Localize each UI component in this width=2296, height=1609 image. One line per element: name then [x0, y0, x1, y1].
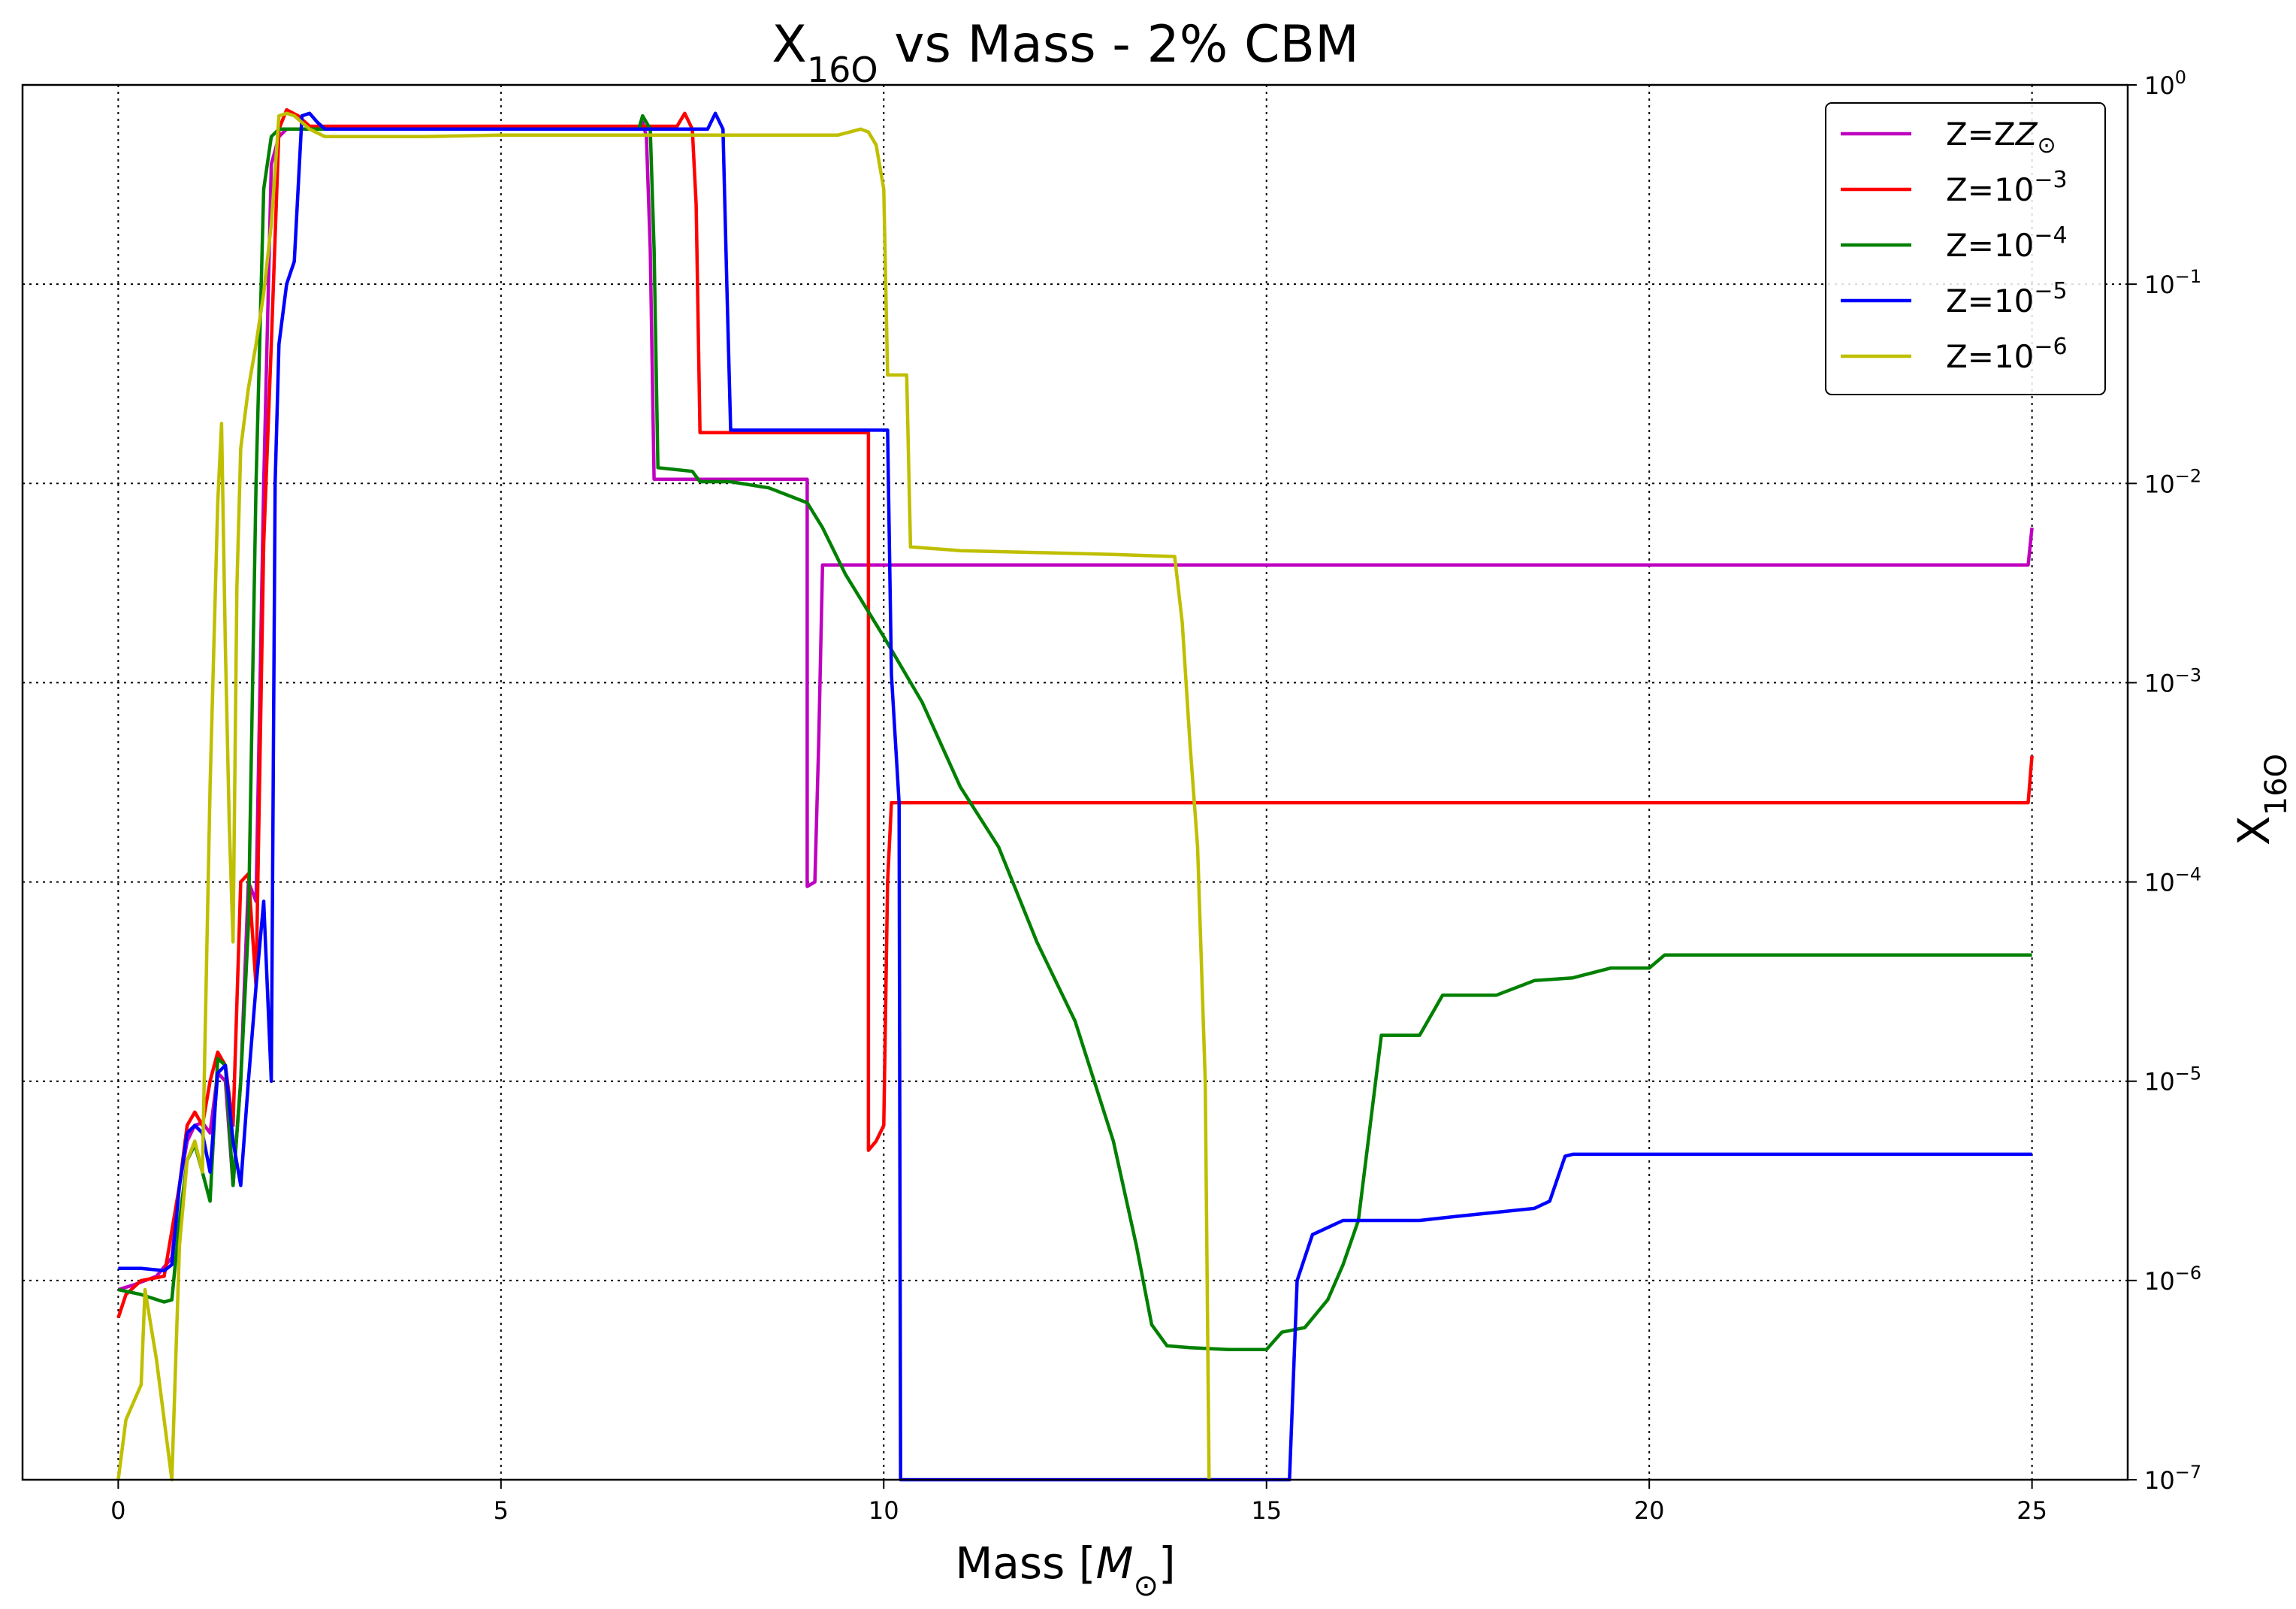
chart-title: X16O vs Mass - 2% CBM: [772, 15, 1359, 90]
series-line: [116, 107, 2034, 1319]
y-tick-label: 10−6: [2144, 1263, 2201, 1296]
y-axis-ticks: 100 10−1 10−2 10−3 10−4 10−5 10−6 10−7: [2128, 67, 2201, 1495]
y-tick-label: 100: [2144, 67, 2186, 100]
series-line: [117, 120, 2034, 1292]
y-axis-label: X16O: [2228, 754, 2294, 845]
series-line: [118, 111, 2032, 1482]
y-tick-label: 10−1: [2144, 266, 2201, 299]
grid: [23, 85, 2128, 1480]
legend-label: Z=10−5: [1946, 278, 2068, 319]
x-tick-label: 25: [2017, 1496, 2047, 1525]
legend-box: [1825, 102, 2106, 395]
series-line: [117, 113, 2032, 1352]
y-tick-label: 10−2: [2144, 465, 2201, 498]
series-lines: [116, 107, 2034, 1482]
x-tick-label: 10: [869, 1496, 899, 1525]
x-tick-label: 20: [1634, 1496, 1665, 1525]
x-tick-label: 5: [494, 1496, 509, 1525]
x-tick-label: 15: [1251, 1496, 1282, 1525]
x-tick-label: 0: [110, 1496, 125, 1525]
y-tick-label: 10−7: [2144, 1462, 2201, 1495]
y-tick-label: 10−4: [2144, 864, 2201, 897]
legend: Z=ZZ⊙ Z=10−3 Z=10−4 Z=10−5 Z=10−6: [1825, 102, 2106, 395]
plot-frame: [21, 83, 2129, 1481]
legend-label: Z=ZZ⊙: [1946, 116, 2056, 159]
legend-label: Z=10−3: [1946, 167, 2068, 208]
x-axis-ticks: 0 5 10 15 20 25: [110, 1480, 2047, 1525]
x-axis-label: Mass [M⊙]: [955, 1538, 1175, 1603]
legend-label: Z=10−6: [1946, 334, 2068, 375]
y-tick-label: 10−3: [2144, 664, 2201, 697]
legend-label: Z=10−4: [1946, 222, 2068, 264]
y-tick-label: 10−5: [2144, 1063, 2201, 1096]
series-line: [116, 111, 1211, 1482]
